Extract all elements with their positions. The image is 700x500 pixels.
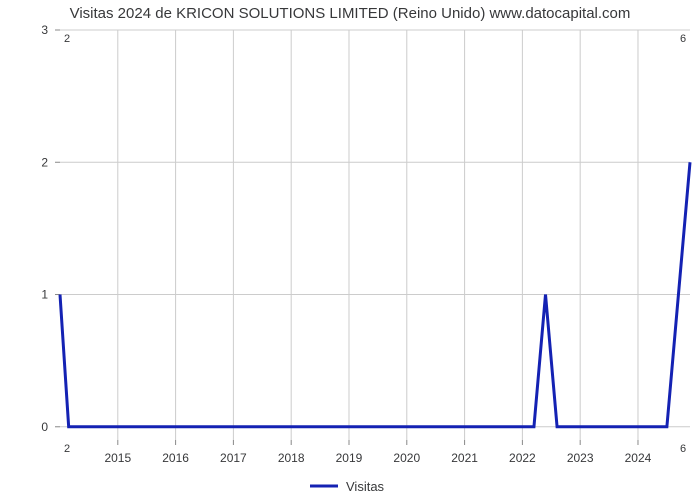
chart-svg: Visitas 2024 de KRICON SOLUTIONS LIMITED… — [0, 0, 700, 500]
chart-title: Visitas 2024 de KRICON SOLUTIONS LIMITED… — [70, 5, 631, 22]
x-axis-ticks: 2015 2016 2017 2018 2019 2020 2021 2022 2023 2024 — [104, 440, 651, 465]
corner-label-bottom-right: 6 — [680, 443, 686, 455]
x-tick-label: 2020 — [393, 451, 420, 465]
legend: Visitas — [310, 479, 385, 494]
legend-label: Visitas — [346, 479, 385, 494]
x-tick-label: 2016 — [162, 451, 189, 465]
x-tick-label: 2015 — [104, 451, 131, 465]
y-tick-label: 1 — [41, 288, 48, 302]
y-tick-label: 0 — [41, 420, 48, 434]
x-tick-label: 2018 — [278, 451, 305, 465]
x-tick-label: 2021 — [451, 451, 478, 465]
y-tick-label: 2 — [41, 155, 48, 169]
y-axis-ticks: 0 1 2 3 — [41, 23, 60, 434]
vertical-gridlines — [118, 30, 638, 440]
x-tick-label: 2017 — [220, 451, 247, 465]
y-tick-label: 3 — [41, 23, 48, 37]
x-tick-label: 2024 — [625, 451, 652, 465]
corner-label-bottom-left: 2 — [64, 443, 70, 455]
corner-label-top-right: 6 — [680, 33, 686, 45]
x-tick-label: 2022 — [509, 451, 536, 465]
x-tick-label: 2023 — [567, 451, 594, 465]
x-tick-label: 2019 — [336, 451, 363, 465]
corner-label-top-left: 2 — [64, 33, 70, 45]
visits-chart: { "chart": { "type": "line", "title": "V… — [0, 0, 700, 500]
horizontal-gridlines — [60, 30, 690, 427]
